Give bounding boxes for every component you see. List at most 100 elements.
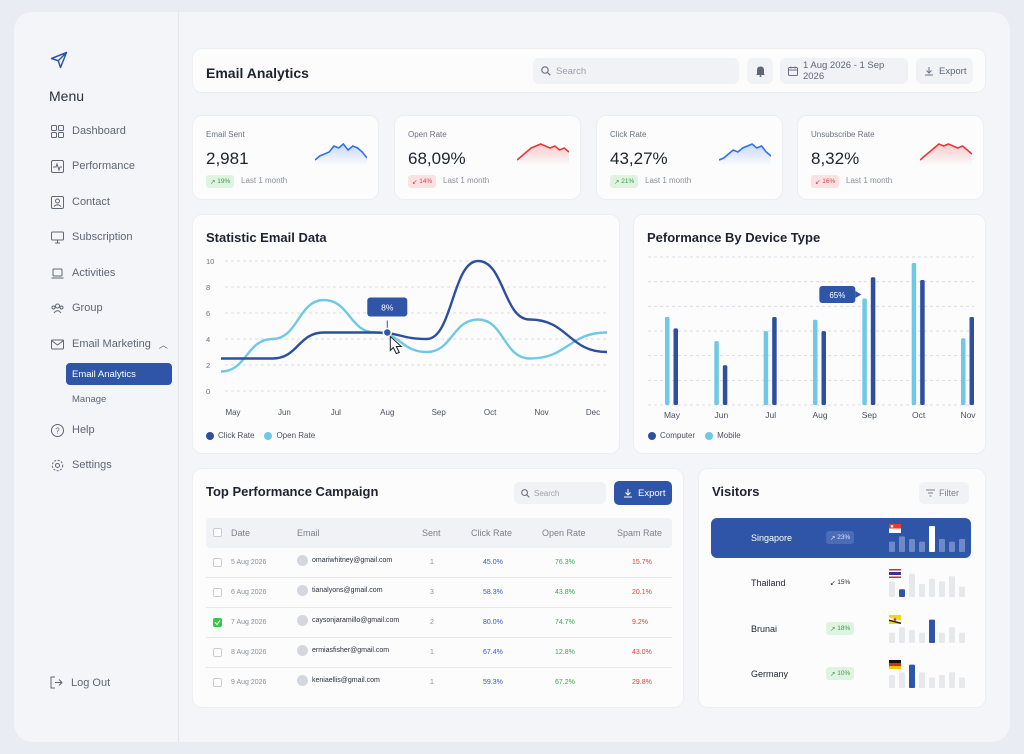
- column-header-spam-rate[interactable]: Spam Rate: [617, 528, 663, 538]
- avatar: [297, 585, 308, 596]
- search-placeholder: Search: [556, 65, 587, 77]
- kpi-value: 68,09%: [408, 149, 466, 168]
- logout-button[interactable]: Log Out: [50, 676, 110, 689]
- select-all-checkbox[interactable]: [213, 528, 222, 537]
- send-logo-icon: [50, 51, 68, 69]
- sidebar-item-email-marketing[interactable]: Email Marketing ︿: [36, 333, 181, 355]
- arrow-up-icon: ↗: [830, 670, 838, 678]
- table-row[interactable]: 8 Aug 2026 ermiasfisher@gmail.com 1 67.4…: [206, 638, 672, 668]
- visitor-row-thailand[interactable]: Thailand ↙ 15%: [711, 563, 971, 603]
- cell-click-rate: 59.3%: [483, 679, 503, 686]
- x-tick-label: Aug: [812, 410, 827, 420]
- visitor-row-germany[interactable]: Germany ↗ 10%: [711, 654, 971, 694]
- sidebar-item-contact[interactable]: Contact: [36, 191, 181, 213]
- row-checkbox-checked[interactable]: [213, 618, 222, 627]
- column-header-date[interactable]: Date: [231, 528, 251, 538]
- sidebar-item-performance[interactable]: Performance: [36, 155, 181, 177]
- notification-button[interactable]: [747, 58, 773, 84]
- table-row[interactable]: 6 Aug 2026 tianalyons@gmail.com 3 58.3% …: [206, 578, 672, 608]
- column-header-click-rate[interactable]: Click Rate: [471, 528, 513, 538]
- sparkline: [719, 143, 771, 166]
- campaign-export-button[interactable]: Export: [614, 481, 672, 505]
- legend-label: Click Rate: [218, 431, 255, 440]
- monitor-icon: [50, 230, 64, 244]
- sidebar-item-subscription[interactable]: Subscription: [36, 226, 181, 248]
- campaign-search-input[interactable]: Search: [514, 482, 606, 504]
- statistic-email-chart: Statistic Email Data 0 2 4 6 8 10 May Jun Jul Aug…: [192, 214, 620, 454]
- mini-bar: [949, 627, 955, 643]
- column-header-sent[interactable]: Sent: [422, 528, 441, 538]
- x-tick-label: May: [225, 408, 240, 417]
- sparkline-area: [315, 144, 367, 166]
- hand-cursor-icon: [389, 335, 403, 355]
- kpi-label: Unsubscribe Rate: [811, 130, 875, 139]
- mini-bar: [959, 586, 965, 597]
- kpi-value: 43,27%: [610, 149, 668, 168]
- table-row[interactable]: 7 Aug 2026 caysonjaramillo@gmail.com 2 8…: [206, 608, 672, 638]
- device-performance-chart: Peformance By Device Type May Jun Jul Aug Se…: [633, 214, 986, 454]
- column-header-email[interactable]: Email: [297, 528, 320, 538]
- sidebar-item-activities[interactable]: Activities: [36, 262, 181, 284]
- bar-mobile: [813, 319, 818, 405]
- export-button[interactable]: Export: [916, 58, 973, 84]
- laptop-icon: [50, 266, 64, 280]
- mini-bar: [949, 672, 955, 688]
- sidebar-item-settings[interactable]: Settings: [36, 454, 181, 476]
- y-tick-label: 10: [206, 257, 214, 266]
- menu-title: Menu: [49, 88, 85, 104]
- mini-bar: [959, 677, 965, 688]
- filter-button[interactable]: Filter: [919, 482, 969, 504]
- sidebar-subitem-email-analytics[interactable]: Email Analytics: [66, 363, 172, 385]
- trend-badge-value: 10%: [837, 670, 851, 677]
- sidebar-subitem-manage[interactable]: Manage: [72, 393, 107, 405]
- y-tick-label: 0: [206, 387, 210, 396]
- grid-icon: [50, 124, 64, 138]
- visitor-row-brunai[interactable]: Brunai ↗ 18%: [711, 609, 971, 649]
- cell-spam-rate: 29.8%: [632, 679, 652, 686]
- cell-sent: 1: [430, 649, 434, 656]
- trend-badge-value: 19%: [217, 178, 231, 185]
- avatar: [297, 555, 308, 566]
- row-checkbox[interactable]: [213, 648, 222, 657]
- trend-badge-value: 23%: [837, 534, 851, 541]
- avatar: [297, 675, 308, 686]
- row-checkbox[interactable]: [213, 558, 222, 567]
- sidebar-item-help[interactable]: ? Help: [36, 419, 181, 441]
- row-checkbox[interactable]: [213, 588, 222, 597]
- bar-mobile: [763, 331, 769, 405]
- column-header-open-rate[interactable]: Open Rate: [542, 528, 586, 538]
- bar-mobile: [665, 316, 670, 405]
- mini-bar: [889, 541, 895, 552]
- row-checkbox[interactable]: [213, 678, 222, 687]
- trend-badge: ↗ 10%: [826, 667, 855, 680]
- table-header: Date Email Sent Click Rate Open Rate Spa…: [206, 518, 672, 548]
- table-row[interactable]: 5 Aug 2026 omariwhitney@gmail.com 1 45.0…: [206, 548, 672, 578]
- date-range-picker[interactable]: 1 Aug 2026 - 1 Sep 2026: [780, 58, 908, 84]
- mini-bar: [909, 664, 915, 688]
- visitor-row-singapore[interactable]: Singapore ↗ 23%: [711, 518, 971, 558]
- download-icon: [624, 489, 632, 498]
- sidebar-item-group[interactable]: Group: [36, 297, 181, 319]
- mini-bar: [909, 630, 915, 643]
- sidebar-item-label: Subscription: [72, 231, 133, 243]
- mini-bar: [959, 539, 965, 552]
- sidebar-item-dashboard[interactable]: Dashboard: [36, 120, 181, 142]
- sparkline-line: [517, 143, 569, 161]
- kpi-period: Last 1 month: [241, 176, 288, 185]
- table-row[interactable]: 9 Aug 2026 keniaellis@gmail.com 1 59.3% …: [206, 668, 672, 698]
- tooltip-box: [367, 297, 408, 317]
- trend-badge-value: 14%: [419, 178, 433, 185]
- logout-icon: [50, 676, 63, 689]
- singapore-flag-icon: [889, 524, 901, 533]
- search-icon: [521, 488, 530, 498]
- cell-date: 6 Aug 2026: [231, 589, 267, 596]
- sidebar-item-label: Help: [72, 424, 95, 436]
- kpi-period: Last 1 month: [443, 176, 490, 185]
- filter-icon: [926, 489, 935, 497]
- mini-bar: [939, 539, 945, 552]
- pulse-icon: [50, 159, 64, 173]
- chevron-up-icon[interactable]: ︿: [158, 339, 168, 350]
- search-input[interactable]: Search: [533, 58, 739, 84]
- germany-flag-icon: [889, 660, 901, 669]
- chart-legend: Computer Mobile: [648, 431, 741, 440]
